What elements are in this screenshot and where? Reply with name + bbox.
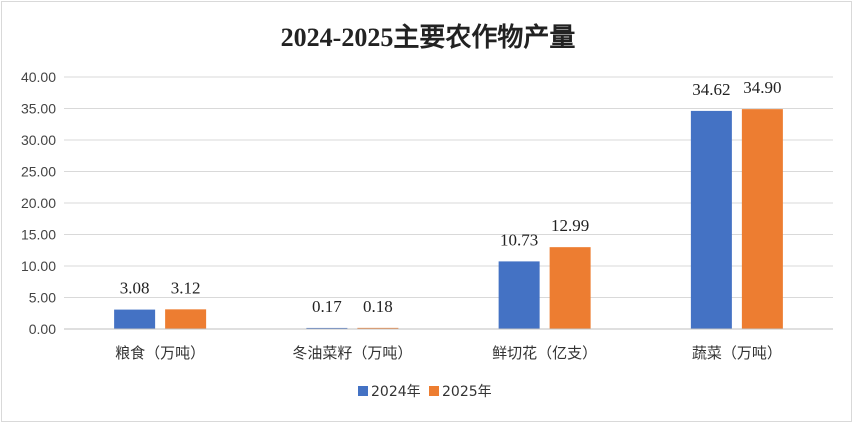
data-labels: 3.08 3.12 0.17 0.18 10.73 12.99 34.62 34.90 (120, 78, 782, 316)
x-tick-label: 蔬菜（万吨） (692, 344, 782, 362)
y-tick-label: 30.00 (21, 132, 56, 148)
x-tick-label: 粮食（万吨） (115, 344, 205, 362)
y-tick-label: 40.00 (21, 69, 56, 85)
legend-label: 2025年 (442, 384, 492, 400)
bar (114, 309, 156, 329)
y-tick-label: 35.00 (21, 101, 56, 117)
data-label: 0.17 (312, 297, 342, 316)
bar (690, 110, 732, 329)
bar (165, 309, 207, 329)
data-label: 34.90 (743, 78, 781, 97)
x-tick-label: 鲜切花（亿支） (492, 344, 597, 362)
y-tick-label: 25.00 (21, 164, 56, 180)
y-tick-label: 5.00 (29, 290, 56, 306)
bar (306, 327, 348, 329)
bar (498, 261, 540, 329)
y-tick-label: 0.00 (29, 321, 56, 337)
legend-label: 2024年 (371, 384, 421, 400)
y-tick-label: 15.00 (21, 227, 56, 243)
bar (357, 327, 399, 329)
legend-swatch (358, 386, 368, 396)
x-tick-label: 冬油菜籽（万吨） (292, 344, 412, 362)
data-label: 12.99 (551, 216, 589, 235)
y-axis: 0.00 5.00 10.00 15.00 20.00 25.00 30.00 35.00 40… (21, 69, 56, 337)
chart-title: 2024-2025主要农作物产量 (281, 23, 576, 52)
legend: 2024年 2025年 (358, 384, 492, 400)
bar (549, 247, 591, 329)
data-label: 34.62 (692, 80, 730, 99)
bar (741, 109, 783, 329)
data-label: 3.08 (120, 279, 150, 298)
data-label: 0.18 (363, 297, 393, 316)
data-label: 3.12 (171, 278, 201, 297)
bars (114, 109, 783, 329)
legend-swatch (429, 386, 439, 396)
x-axis: 粮食（万吨） 冬油菜籽（万吨） 鲜切花（亿支） 蔬菜（万吨） (64, 328, 833, 362)
y-tick-label: 20.00 (21, 195, 56, 211)
data-label: 10.73 (500, 230, 538, 249)
y-tick-label: 10.00 (21, 258, 56, 274)
